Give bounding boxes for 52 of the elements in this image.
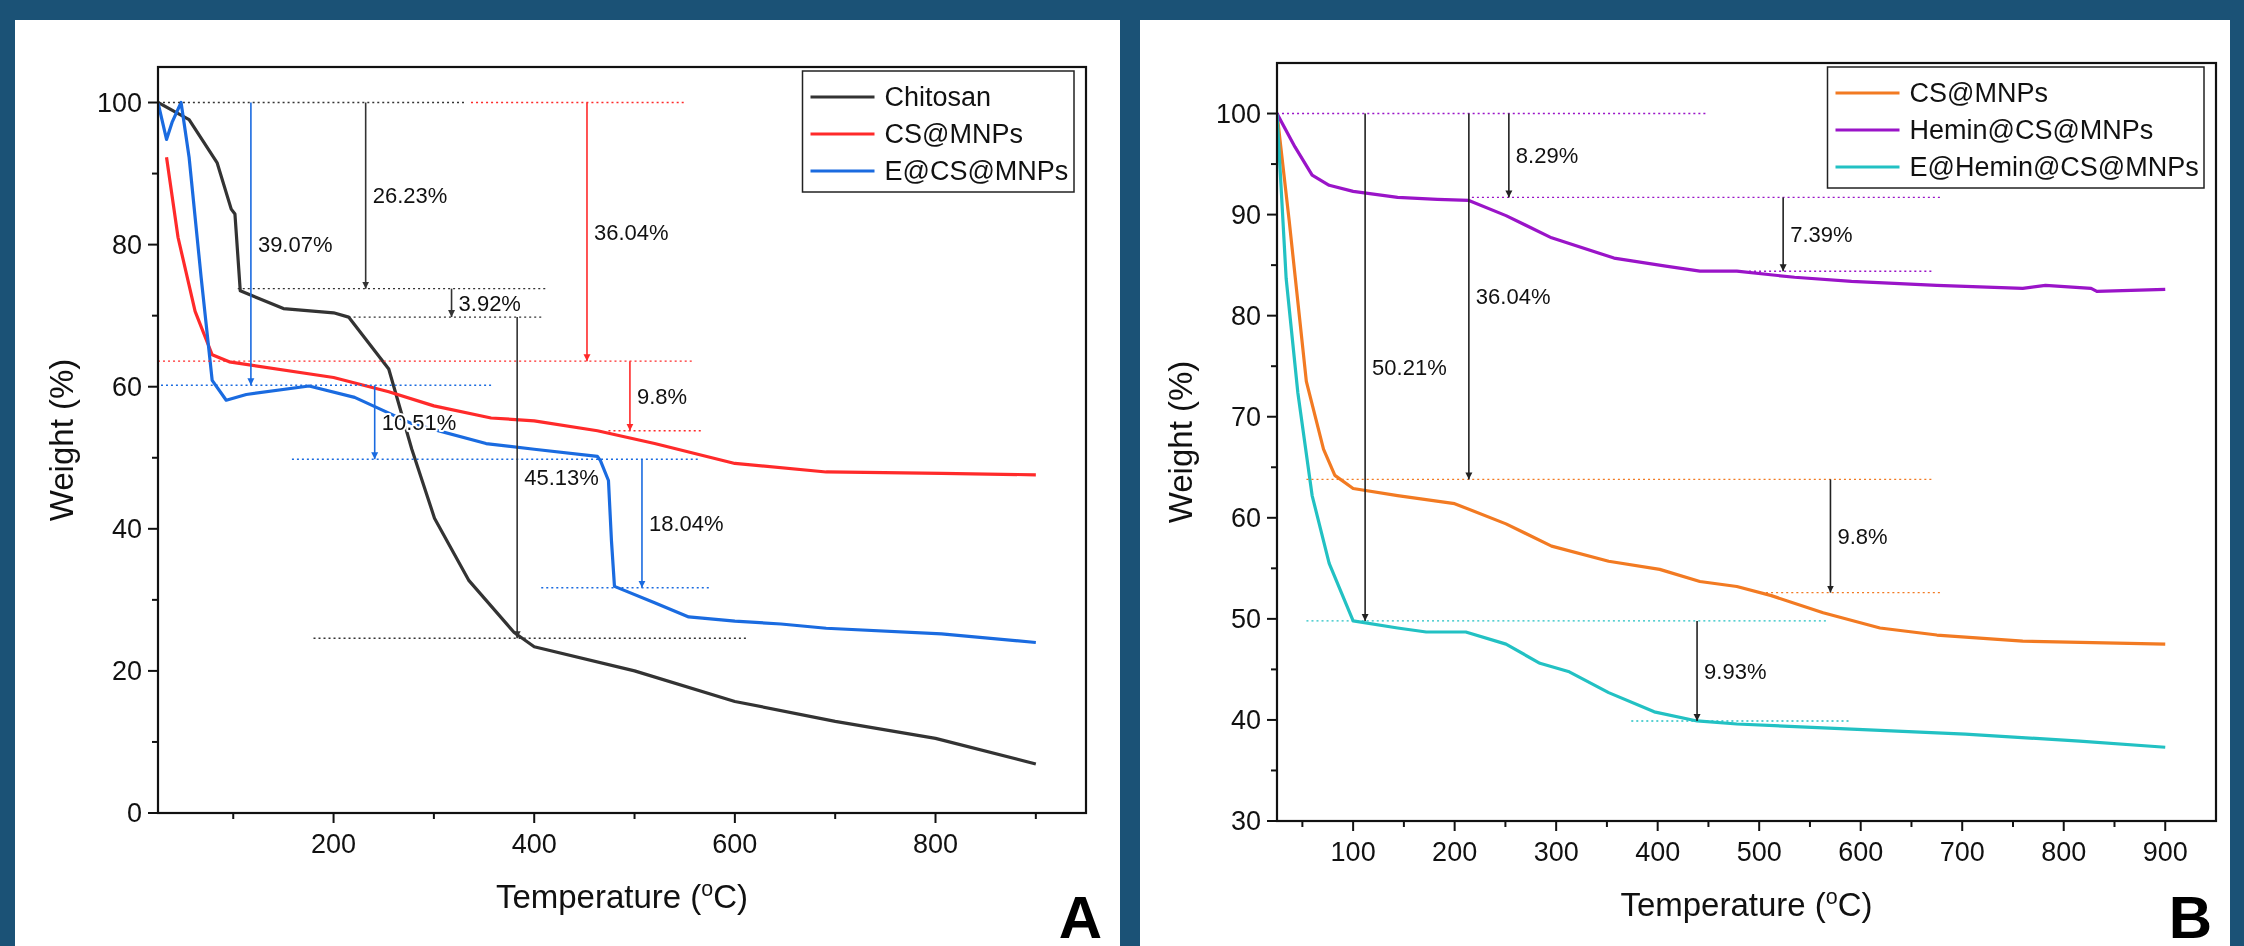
x-axis-title: Temperature ($^{o}$C): [1620, 885, 1873, 923]
y-tick-label: 40: [1230, 705, 1261, 736]
annotation: 9.8%: [636, 383, 688, 409]
y-tick-label: 20: [111, 656, 142, 687]
y-tick-label: 60: [1230, 503, 1261, 534]
y-tick-label: 0: [126, 798, 142, 829]
y-axis-title: Weight (%): [1162, 360, 1199, 524]
annotation: 3.92%: [458, 290, 521, 316]
x-tick-label: 900: [2142, 837, 2188, 867]
y-tick-label: 30: [1230, 806, 1261, 837]
x-tick-label: 500: [1736, 837, 1782, 867]
y-tick-label: 60: [111, 372, 142, 403]
legend-label: E@CS@MNPs: [884, 156, 1069, 187]
annotation: 50.21%: [1372, 354, 1447, 380]
y-tick-label: 100: [1215, 98, 1261, 129]
legend-label: Chitosan: [884, 82, 992, 113]
x-tick-label: 200: [1432, 837, 1478, 867]
annotation: 36.04%: [1475, 284, 1551, 310]
annotation: 18.04%: [648, 511, 724, 537]
y-tick-label: 80: [111, 230, 142, 261]
y-tick-label: 100: [96, 87, 142, 118]
annotation: 7.39%: [1790, 222, 1853, 248]
x-tick-label: 600: [712, 829, 758, 859]
x-tick-label: 600: [1838, 837, 1884, 867]
x-tick-label: 300: [1533, 837, 1579, 867]
annotation: 39.07%: [257, 231, 333, 257]
y-tick-label: 80: [1230, 301, 1261, 332]
annotation: 26.23%: [372, 183, 448, 209]
x-tick-label: 200: [311, 829, 357, 859]
legend-label: CS@MNPs: [1909, 78, 2048, 109]
legend-label: CS@MNPs: [884, 119, 1023, 150]
x-axis-title: Temperature ($^{o}$C): [495, 877, 749, 915]
legend-label: Hemin@CS@MNPs: [1909, 115, 2154, 146]
x-tick-label: 400: [511, 829, 557, 859]
text: A: [1058, 884, 1102, 946]
y-tick-label: 90: [1230, 200, 1261, 231]
annotation: 8.29%: [1515, 143, 1579, 169]
annotation: 9.8%: [1837, 523, 1888, 549]
text: B: [2168, 884, 2212, 946]
annotation: 9.93%: [1704, 658, 1767, 684]
annotation: 45.13%: [524, 465, 599, 491]
legend-label: E@Hemin@CS@MNPs: [1909, 152, 2199, 183]
x-tick-label: 700: [1939, 837, 1985, 867]
annotation: 36.04%: [593, 219, 669, 245]
x-tick-label: 400: [1635, 837, 1681, 867]
x-tick-label: 800: [912, 829, 959, 859]
y-axis-title: Weight (%): [43, 358, 80, 522]
y-tick-label: 70: [1230, 402, 1261, 433]
y-tick-label: 50: [1230, 604, 1261, 635]
y-tick-label: 40: [111, 514, 142, 545]
x-tick-label: 800: [2041, 837, 2087, 867]
x-tick-label: 100: [1330, 837, 1376, 867]
